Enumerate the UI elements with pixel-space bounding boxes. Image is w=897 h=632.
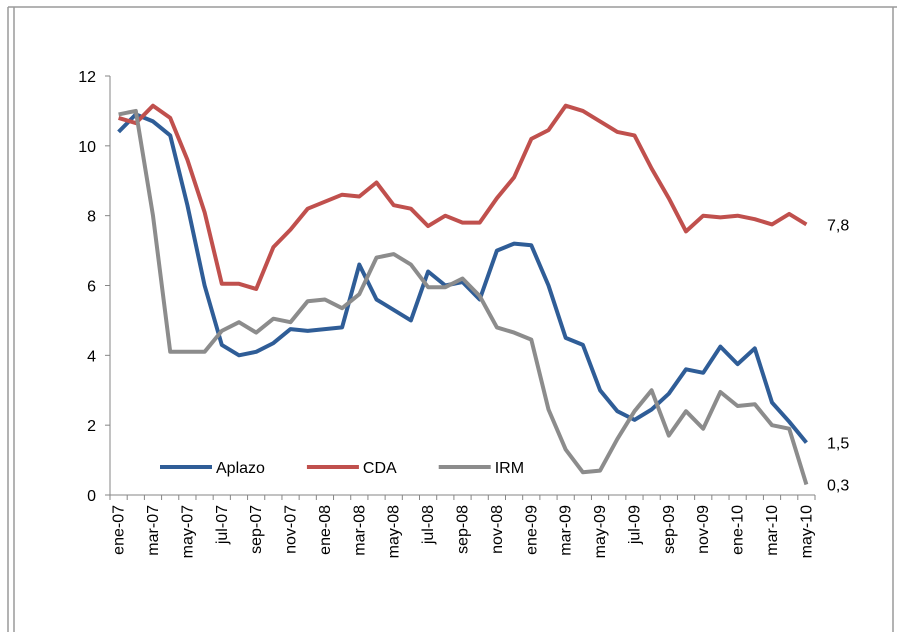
end-label: 1,5 [827, 436, 849, 453]
x-tick-label: jul-09 [626, 505, 643, 545]
y-tick-label: 4 [87, 348, 96, 365]
x-tick-label: mar-08 [351, 505, 368, 556]
x-tick-label: nov-09 [695, 505, 712, 554]
x-tick-label: mar-09 [558, 505, 575, 556]
x-tick-label: may-10 [798, 505, 815, 558]
series-line [118, 103, 808, 291]
x-tick-label: ene-09 [523, 505, 540, 555]
x-tick-label: sep-08 [455, 505, 472, 554]
x-tick-label: mar-10 [764, 505, 781, 556]
legend-label: Aplazo [216, 460, 265, 477]
y-tick-label: 0 [87, 488, 96, 505]
x-tick-label: nov-07 [283, 505, 300, 554]
x-tick-label: may-09 [592, 505, 609, 558]
x-tick-label: ene-10 [730, 505, 747, 555]
y-tick-label: 8 [87, 209, 96, 226]
x-tick-label: jul-07 [214, 505, 231, 545]
x-tick-label: jul-08 [420, 505, 437, 545]
series-line [117, 112, 808, 444]
y-tick-label: 6 [87, 279, 96, 296]
x-tick-label: may-08 [386, 505, 403, 558]
x-tick-label: mar-07 [145, 505, 162, 556]
y-tick-label: 12 [78, 69, 96, 86]
y-tick-label: 2 [87, 418, 96, 435]
legend-label: CDA [363, 460, 397, 477]
x-tick-label: ene-08 [317, 505, 334, 555]
x-tick-label: may-07 [179, 505, 196, 558]
x-tick-label: sep-09 [661, 505, 678, 554]
y-tick-label: 10 [78, 139, 96, 156]
x-tick-label: sep-07 [248, 505, 265, 554]
x-tick-label: ene-07 [111, 505, 128, 555]
end-label: 0,3 [827, 478, 849, 495]
series-line [118, 108, 809, 486]
legend-label: IRM [495, 460, 524, 477]
end-label: 7,8 [827, 217, 849, 234]
x-tick-label: nov-08 [489, 505, 506, 554]
